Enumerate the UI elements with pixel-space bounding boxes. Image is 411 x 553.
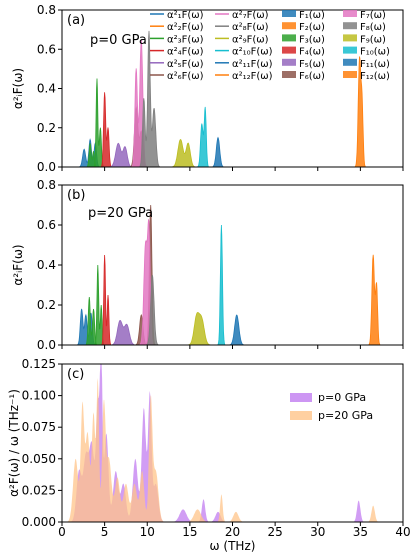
legend-fill-swatch-2 — [282, 34, 296, 42]
y-tick-label: 0.000 — [22, 515, 56, 529]
y-tick-label: 0.050 — [22, 452, 56, 466]
legend-fill-label: F₇(ω) — [360, 10, 386, 21]
legend-fill-label: F₈(ω) — [360, 22, 386, 33]
y-tick-label: 0.0 — [37, 160, 56, 174]
legend-line-label: α²₁₀F(ω) — [232, 47, 273, 58]
x-tick-label: 30 — [310, 525, 325, 539]
legend-fill-swatch-4 — [282, 58, 296, 66]
y-tick-label: 0.125 — [22, 357, 56, 371]
x-tick-label: 10 — [140, 525, 155, 539]
legend-fill-swatch-9 — [343, 46, 357, 54]
x-axis-label: ω (THz) — [210, 539, 256, 553]
x-tick-label: 40 — [395, 525, 410, 539]
y-axis-label: α²ᵢF(ω) — [11, 68, 25, 109]
series-area-1-9 — [211, 224, 232, 346]
series-area-2-0 — [68, 364, 369, 522]
legend-label: p=0 GPa — [318, 391, 366, 404]
legend-line-label: α²₁F(ω) — [167, 10, 204, 21]
series-area-1-6 — [135, 219, 160, 346]
legend-fill-swatch-0 — [282, 10, 296, 17]
legend-label: p=20 GPa — [318, 409, 373, 422]
legend-fill-label: F₆(ω) — [299, 71, 325, 82]
series-area-1-10 — [226, 314, 247, 346]
x-tick-label: 0 — [58, 525, 66, 539]
legend-line-label: α²₉F(ω) — [232, 34, 269, 45]
y-tick-label: 0.8 — [37, 178, 56, 192]
y-tick-label: 0.4 — [37, 258, 56, 272]
y-tick-label: 0.2 — [37, 298, 56, 312]
y-tick-label: 0.8 — [37, 3, 56, 17]
legend-fill-label: F₃(ω) — [299, 34, 325, 45]
legend-fill-label: F₁₂(ω) — [360, 71, 390, 82]
legend-fill-label: F₅(ω) — [299, 59, 325, 70]
legend-fill-swatch-5 — [282, 71, 296, 78]
legend-fill-label: F₁₀(ω) — [360, 47, 390, 58]
x-tick-label: 20 — [225, 525, 240, 539]
pressure-annotation: p=0 GPa — [90, 33, 147, 48]
series-area-2-1 — [65, 378, 384, 522]
legend-fill-label: F₄(ω) — [299, 47, 325, 58]
legend-fill-swatch-7 — [343, 22, 357, 30]
series-area-0-4 — [108, 142, 136, 168]
legend-fill-swatch-3 — [282, 46, 296, 54]
y-tick-label: 0.4 — [37, 82, 56, 96]
legend-line-label: α²₁₂F(ω) — [232, 71, 273, 82]
legend-swatch-p20 — [290, 411, 312, 420]
legend-line-label: α²₃F(ω) — [167, 34, 204, 45]
series-area-1-4 — [109, 319, 137, 346]
series-area-1-8 — [186, 312, 212, 346]
legend-fill-label: F₁(ω) — [299, 10, 325, 21]
y-tick-label: 0.0 — [37, 338, 56, 352]
legend-line-label: α²₈F(ω) — [232, 22, 269, 33]
x-tick-label: 25 — [267, 525, 282, 539]
x-tick-label: 15 — [182, 525, 197, 539]
series-area-0-8 — [170, 138, 199, 168]
legend-swatch-p0 — [290, 393, 312, 402]
y-tick-label: 0.6 — [37, 218, 56, 232]
y-axis-label: α²ᵢF(ω) — [11, 244, 25, 285]
legend-fill-swatch-10 — [343, 58, 357, 66]
legend-line-label: α²₆F(ω) — [167, 71, 204, 82]
y-axis-label: α²F(ω) / ω (THz⁻¹) — [7, 389, 21, 497]
legend-line-label: α²₅F(ω) — [167, 59, 204, 70]
legend-line-label: α²₁₁F(ω) — [232, 59, 273, 70]
x-tick-label: 35 — [353, 525, 368, 539]
panel-label: (b) — [67, 188, 85, 203]
legend-fill-swatch-8 — [343, 34, 357, 42]
y-tick-label: 0.025 — [22, 483, 56, 497]
legend-fill-swatch-6 — [343, 10, 357, 17]
y-tick-label: 0.075 — [22, 420, 56, 434]
legend-line-label: α²₇F(ω) — [232, 10, 269, 21]
panel-label: (a) — [67, 13, 85, 28]
series-area-0-9 — [191, 106, 216, 168]
panel-label: (c) — [67, 367, 84, 382]
y-tick-label: 0.2 — [37, 121, 56, 135]
legend-line-label: α²₄F(ω) — [167, 47, 204, 58]
y-tick-label: 0.100 — [22, 389, 56, 403]
series-area-1-11 — [362, 254, 387, 346]
legend-fill-swatch-11 — [343, 71, 357, 78]
pressure-annotation: p=20 GPa — [88, 206, 153, 221]
legend-fill-label: F₂(ω) — [299, 22, 325, 33]
legend-fill-label: F₉(ω) — [360, 34, 386, 45]
legend-fill-swatch-1 — [282, 22, 296, 30]
legend-fill-label: F₁₁(ω) — [360, 59, 390, 70]
series-area-0-10 — [207, 136, 229, 168]
y-tick-label: 0.6 — [37, 42, 56, 56]
x-tick-label: 5 — [101, 525, 109, 539]
legend-line-label: α²₂F(ω) — [167, 22, 204, 33]
